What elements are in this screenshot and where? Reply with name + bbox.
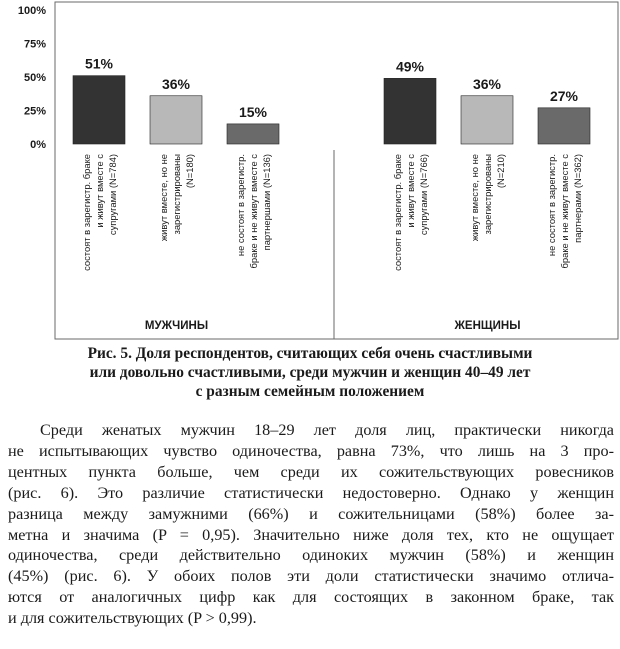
bar-value-label: 51%	[85, 56, 114, 72]
caption-line: Рис. 5. Доля респондентов, считающих себ…	[87, 345, 533, 362]
category-label: партнерами (N=362)	[572, 154, 583, 243]
bar-chart: 0% 25% 50% 75% 100% 51% 36% 15% 49% 36% 27% состо…	[18, 1, 619, 340]
caption-line: или довольно счастливыми, среди мужчин и…	[89, 364, 531, 381]
body-line: метна и значима (P = 0,95). Значительно …	[8, 525, 614, 544]
group-label: МУЖЧИНЫ	[145, 320, 208, 332]
body-line: центных пункта больше, чем среди их сожи…	[8, 462, 614, 481]
category-label: (N=210)	[495, 154, 506, 188]
body-line: (рис. 6). Это различие статистически нед…	[8, 483, 614, 502]
category-label: браке и не живут вместе с	[559, 154, 570, 269]
bar-value-label: 36%	[162, 76, 191, 92]
category-label: (N=180)	[184, 154, 195, 188]
category-label: и живут вместе с	[94, 154, 105, 228]
bar	[383, 78, 437, 145]
bar-value-label: 49%	[396, 58, 425, 74]
category-label: состоят в зарегистр. браке	[81, 154, 92, 271]
bar-value-label: 15%	[239, 104, 268, 120]
category-label: и живут вместе с	[405, 154, 416, 228]
chart-frame	[54, 1, 619, 340]
body-line: Среди женатых мужчин 18–29 лет доля лиц,…	[40, 421, 614, 439]
category-label: живут вместе, но не	[158, 154, 169, 241]
y-tick-label: 100%	[18, 5, 46, 17]
category-label: супругами (N=784)	[107, 154, 118, 235]
body-line: ются от аналогичных цифр как для состоящ…	[8, 588, 614, 607]
body-paragraph: Среди женатых мужчин 18–29 лет доля лиц,…	[8, 420, 614, 629]
y-tick-label: 50%	[24, 72, 46, 84]
body-line: не испытывающих чувство одиночества, рав…	[8, 441, 614, 460]
category-label: живут вместе, но не	[469, 154, 480, 241]
bar	[226, 123, 280, 145]
category-label: супругами (N=766)	[418, 154, 429, 235]
category-label: не состоят в зарегистр.	[235, 154, 246, 256]
category-label: не состоят в зарегистр.	[546, 154, 557, 256]
bar-value-label: 27%	[550, 88, 579, 104]
figure-caption: Рис. 5. Доля респондентов, считающих себ…	[0, 344, 620, 401]
bar	[537, 107, 591, 145]
category-label: зарегистрированы	[482, 154, 493, 235]
body-line: и для сожительствующих (P > 0,99).	[8, 609, 257, 628]
body-line: одиночества, среди действительно одиноки…	[8, 546, 614, 565]
category-label: браке и не живут вместе с	[248, 154, 259, 269]
y-tick-label: 25%	[24, 106, 46, 118]
bar	[460, 95, 514, 145]
bar-value-label: 36%	[473, 76, 502, 92]
group-label: ЖЕНЩИНЫ	[454, 320, 521, 332]
category-label: состоят в зарегистр. браке	[392, 154, 403, 271]
category-label: зарегистрированы	[171, 154, 182, 235]
bar	[149, 95, 203, 145]
y-tick-label: 0%	[30, 139, 46, 151]
bar	[72, 75, 126, 145]
caption-line: с разным семейным положением	[195, 383, 425, 400]
category-label: партнершами (N=136)	[261, 154, 272, 250]
y-tick-label: 75%	[24, 39, 46, 51]
body-line: разница между замужними (66%) и сожитель…	[8, 504, 614, 523]
body-line: (45%) (рис. 6). У обоих полов эти доли с…	[8, 567, 614, 586]
